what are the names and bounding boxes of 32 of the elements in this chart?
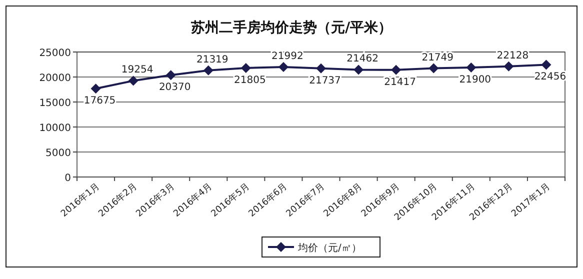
point xyxy=(541,60,552,70)
point xyxy=(428,63,439,74)
legend-label: 均价（元/㎡） xyxy=(297,242,362,254)
y-tick-label: 0 xyxy=(64,173,71,184)
point xyxy=(504,61,514,72)
point xyxy=(128,76,138,86)
point xyxy=(354,64,364,75)
y-tick-label: 20000 xyxy=(39,73,71,84)
data-label: 21737 xyxy=(309,75,341,86)
data-label: 22128 xyxy=(496,50,529,62)
point xyxy=(203,65,214,76)
y-tick-label: 25000 xyxy=(39,48,71,59)
data-label: 21319 xyxy=(196,54,228,66)
point xyxy=(166,70,176,80)
point xyxy=(316,63,326,74)
point xyxy=(90,84,101,94)
y-tick-label: 10000 xyxy=(39,123,71,134)
point xyxy=(391,64,402,75)
data-label: 21992 xyxy=(272,51,304,62)
data-label: 21462 xyxy=(346,54,378,65)
y-tick-label: 5000 xyxy=(46,148,71,159)
point xyxy=(240,62,251,73)
data-label: 20370 xyxy=(158,82,191,94)
data-label: 21417 xyxy=(384,76,416,88)
point xyxy=(466,62,476,72)
data-label: 21749 xyxy=(422,52,454,64)
point xyxy=(278,62,288,72)
chart-title: 苏州二手房均价走势（元/平米） xyxy=(190,19,392,36)
y-tick-label: 15000 xyxy=(39,98,71,109)
data-label: 19254 xyxy=(121,64,154,76)
data-label: 21805 xyxy=(234,74,266,86)
data-label: 21900 xyxy=(459,74,492,86)
